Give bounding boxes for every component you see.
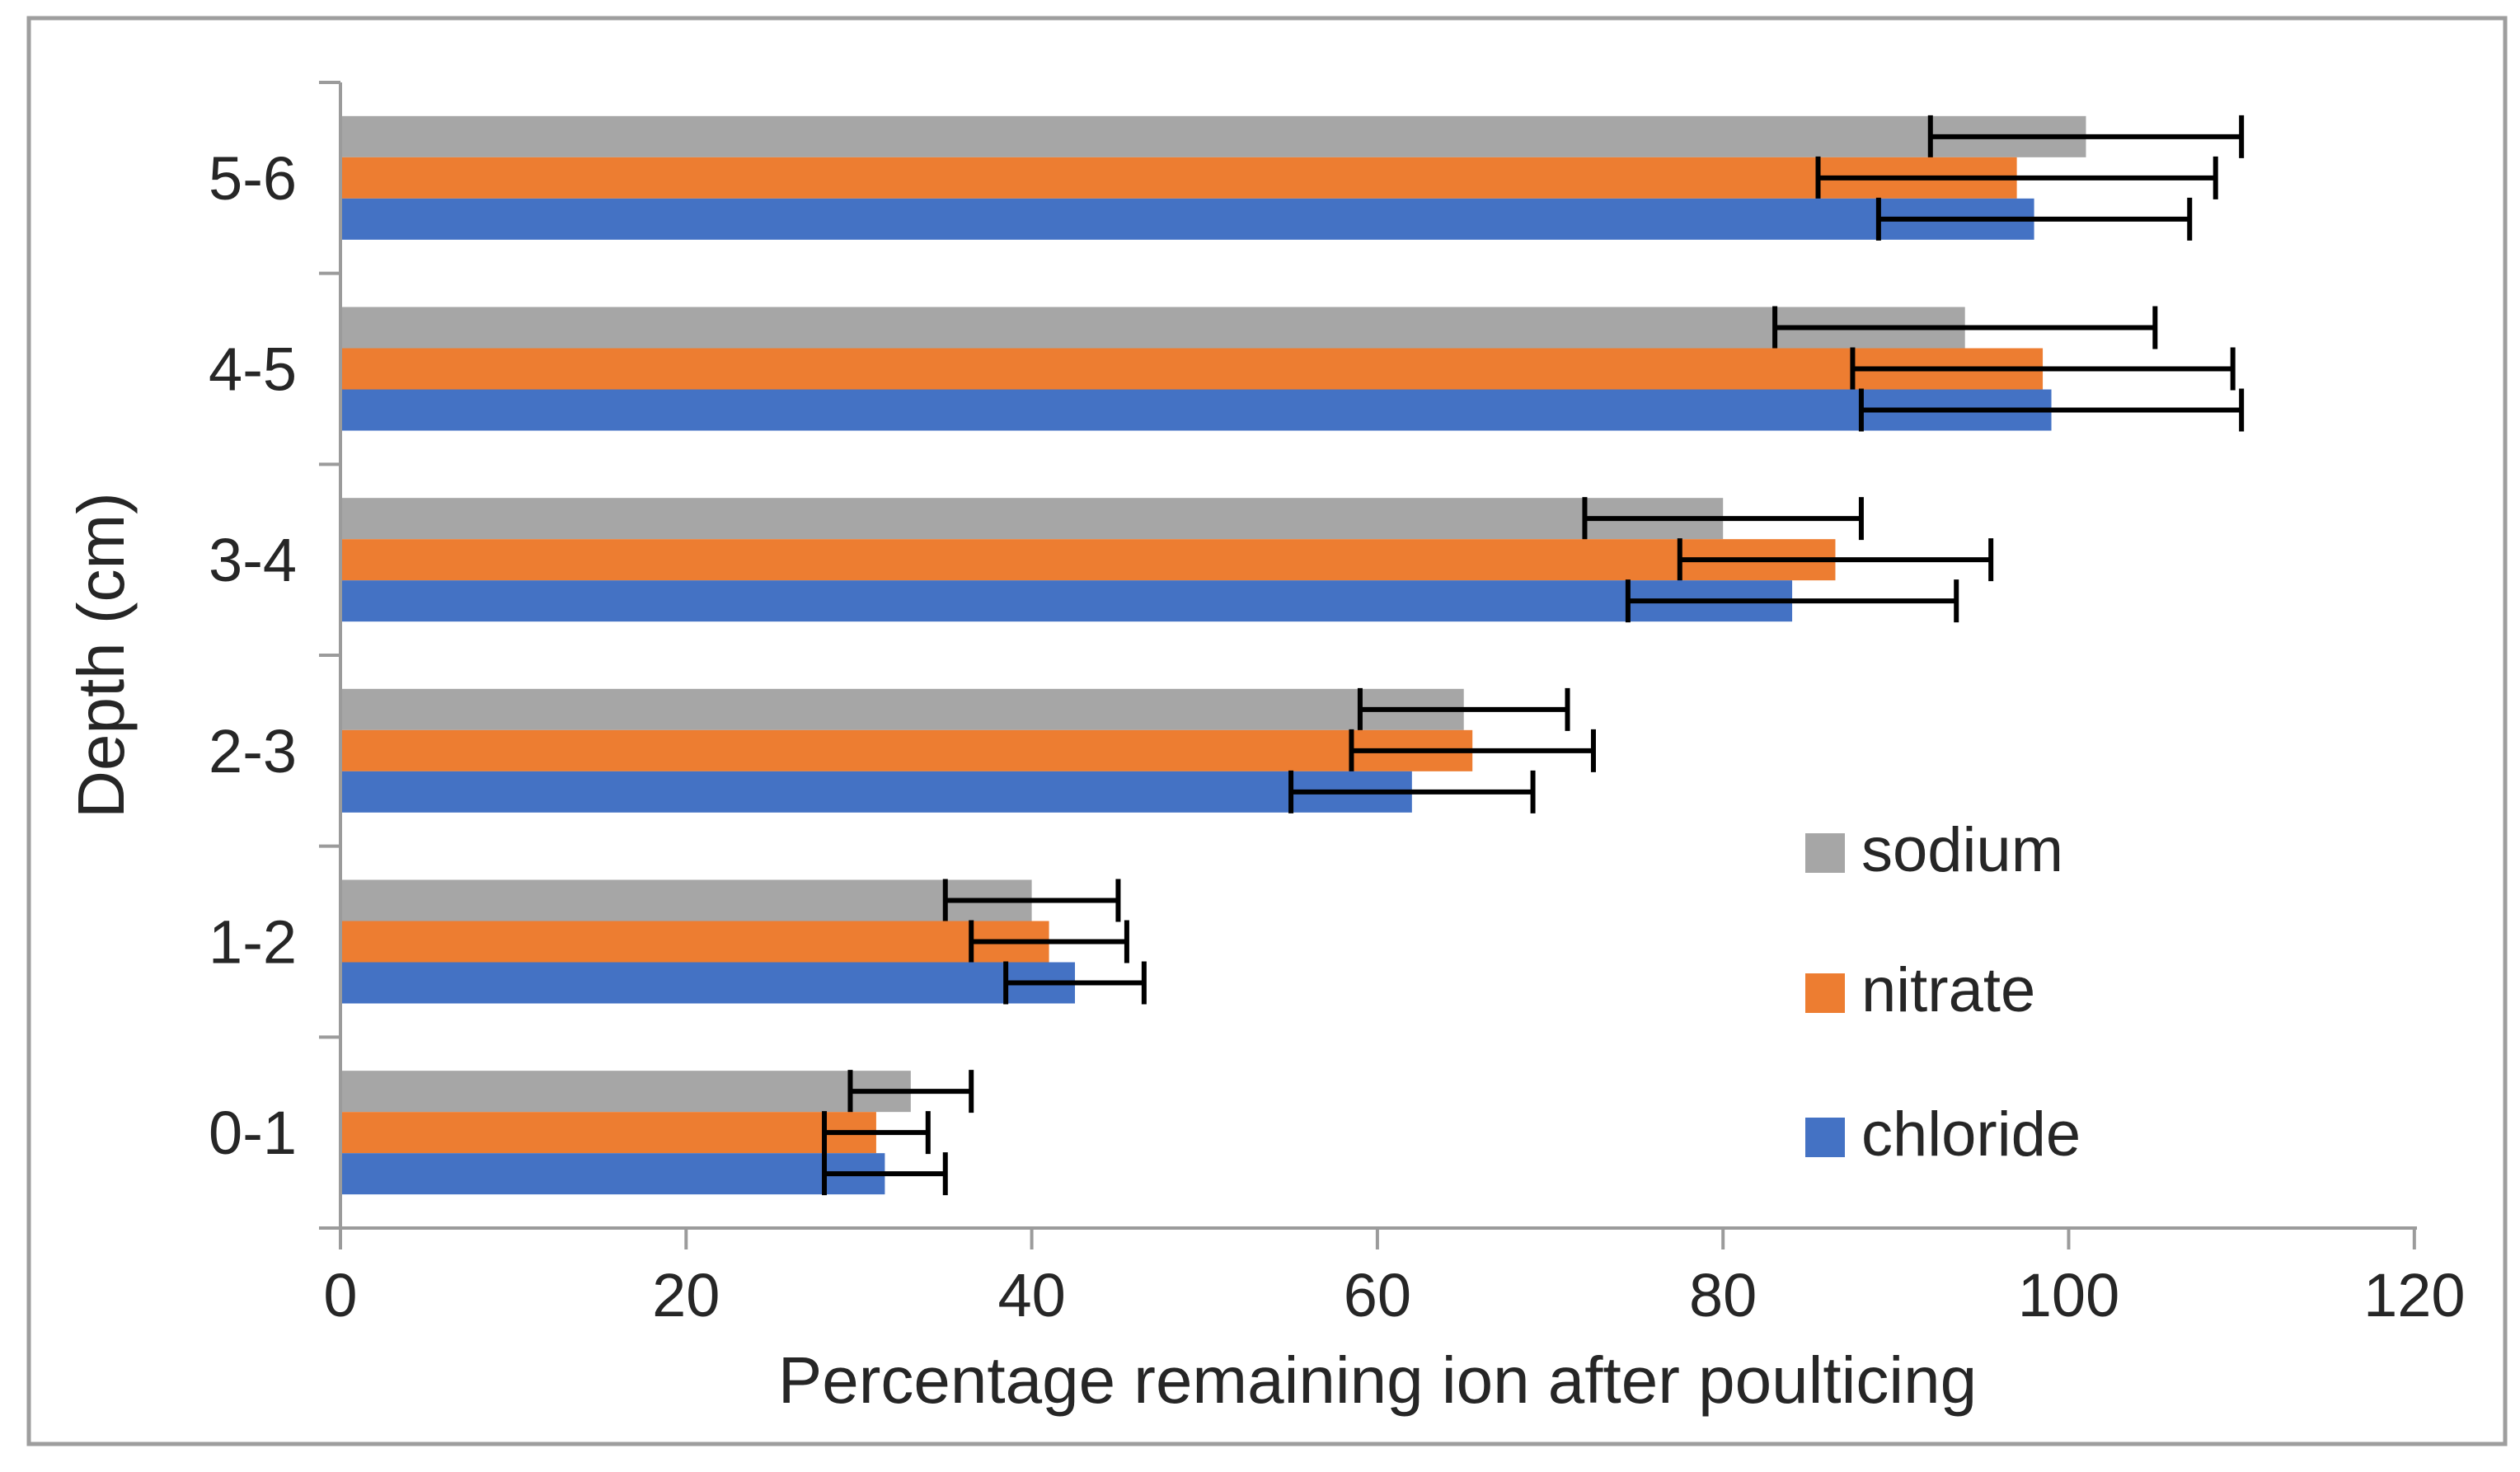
bar-nitrate-4-5 [342, 348, 2044, 390]
x-tick-label: 60 [1344, 1261, 1411, 1329]
x-tick-label: 100 [2018, 1261, 2119, 1329]
bar-nitrate-2-3 [342, 729, 1473, 771]
bar-nitrate-3-4 [342, 539, 1836, 581]
bar-sodium-0-1 [342, 1071, 911, 1113]
bar-chloride-5-6 [342, 198, 2034, 240]
legend-swatch-sodium [1805, 833, 1845, 873]
bar-sodium-1-2 [342, 879, 1032, 921]
y-axis-title: Depth (cm) [64, 492, 138, 818]
bar-chloride-2-3 [342, 771, 1412, 813]
bar-nitrate-1-2 [342, 921, 1049, 963]
legend-swatch-chloride [1805, 1118, 1845, 1157]
bar-chloride-4-5 [342, 389, 2052, 431]
y-category-label: 3-4 [209, 526, 297, 594]
y-category-label: 0-1 [209, 1099, 297, 1167]
y-category-label: 1-2 [209, 908, 297, 977]
x-tick-label: 20 [652, 1261, 720, 1329]
bar-sodium-4-5 [342, 307, 1965, 349]
legend-swatch-nitrate [1805, 973, 1845, 1013]
y-category-label: 2-3 [209, 717, 297, 785]
legend-label-nitrate: nitrate [1861, 955, 2035, 1025]
bar-sodium-2-3 [342, 688, 1464, 730]
legend-item-sodium: sodium [1805, 815, 2063, 885]
legend-item-chloride: chloride [1805, 1099, 2081, 1170]
y-category-label: 5-6 [209, 144, 297, 213]
x-tick-label: 40 [997, 1261, 1065, 1329]
legend-label-sodium: sodium [1861, 815, 2063, 885]
bar-chloride-0-1 [342, 1153, 885, 1195]
x-tick-label: 120 [2363, 1261, 2465, 1329]
bar-chloride-3-4 [342, 580, 1793, 622]
x-tick-label: 0 [323, 1261, 357, 1329]
legend-label-chloride: chloride [1861, 1099, 2081, 1170]
legend: sodium nitrate chloride [1805, 815, 2081, 1170]
x-tick-label: 80 [1689, 1261, 1757, 1329]
y-category-label: 4-5 [209, 335, 297, 404]
bar-nitrate-5-6 [342, 157, 2017, 199]
bar-sodium-5-6 [342, 115, 2086, 157]
chart-border [26, 16, 2508, 1446]
x-axis-title: Percentage remaining ion after poulticin… [778, 1343, 1977, 1417]
bar-chloride-1-2 [342, 962, 1076, 1004]
bar-sodium-3-4 [342, 498, 1724, 540]
plot-area: 0 20 40 60 80 100 120 5-6 4-5 3-4 2-3 1-2 0-1 [209, 81, 2466, 1329]
bar-nitrate-0-1 [342, 1112, 876, 1154]
legend-item-nitrate: nitrate [1805, 955, 2035, 1025]
